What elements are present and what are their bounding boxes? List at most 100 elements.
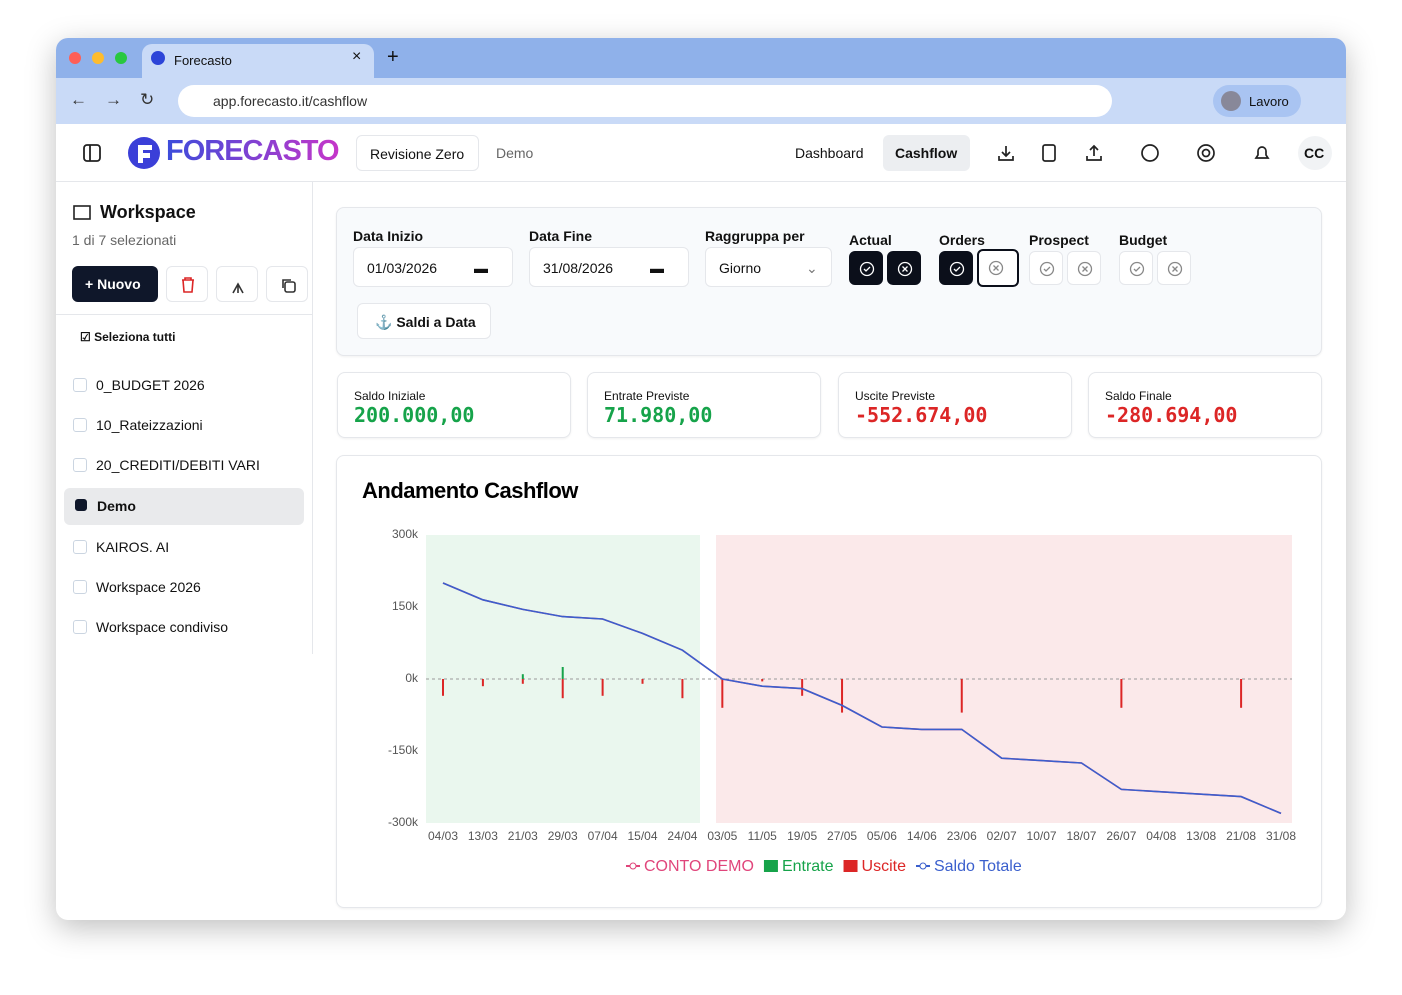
kpi-value: 71.980,00 [604,403,713,427]
workspace-item[interactable]: KAIROS. AI [96,539,170,555]
copy-icon [282,279,296,293]
workspace-item[interactable]: 20_CREDITI/DEBITI VARI [96,457,260,473]
checkbox[interactable] [73,620,87,634]
x-icon [1077,261,1093,277]
toggle-button[interactable] [1067,251,1101,285]
toggle-button[interactable] [977,249,1019,287]
checkbox[interactable] [73,540,87,554]
toggle-button[interactable] [1119,251,1153,285]
toggle-button[interactable] [939,251,973,285]
bar [721,679,724,708]
toggle-button[interactable] [1029,251,1063,285]
checkbox[interactable] [73,580,87,594]
nav-buttons[interactable]: ←→↻ [70,90,173,109]
legend-swatch [919,862,927,870]
sidebar-subtitle: 1 di 7 selezionati [72,232,177,248]
workspace-item[interactable]: 10_Rateizzazioni [96,417,203,433]
tab-close[interactable]: × [352,48,362,65]
workspace-button[interactable]: Revisione Zero [356,135,479,171]
nav-link[interactable]: Dashboard [795,145,864,161]
tab-title: Forecasto [174,53,232,68]
checkbox[interactable] [75,499,87,511]
new-button-label: Nuovo [97,276,141,292]
legend-label: Entrate [782,858,834,875]
workspace-item[interactable]: Workspace 2026 [96,579,201,595]
workspace-item[interactable]: 0_BUDGET 2026 [96,377,205,393]
workspace-button-label: Revisione Zero [370,146,465,162]
checkbox[interactable] [73,458,87,472]
delete-button[interactable] [166,266,208,302]
bar [841,679,844,713]
profile-button[interactable]: Lavoro [1213,85,1301,117]
x-tick-label: 19/05 [787,829,817,843]
x-tick-label: 04/03 [428,829,458,843]
checkbox[interactable] [73,378,87,392]
chevron: ⌄ [806,260,818,276]
bar [960,679,963,713]
kpi-value: -280.694,00 [1105,403,1238,427]
balance-button[interactable]: ⚓ Saldi a Data [357,303,491,339]
select-all[interactable]: ☑ Seleziona tutti [80,330,176,344]
profile-avatar [1221,91,1241,111]
x-icon [897,261,913,277]
nav-label: Cashflow [895,145,958,161]
header-icons[interactable] [996,143,1286,163]
check-icon [949,261,965,277]
new-button[interactable]: + Nuovo [72,266,158,302]
browser-tab[interactable]: Forecasto [142,44,374,78]
group-select[interactable]: Giorno ⌄ [705,247,832,287]
kpi-label: Saldo Finale [1105,389,1172,403]
legend-label: CONTO DEMO [644,858,754,875]
selected-row [64,488,304,525]
filter-label: Data Fine [529,228,593,244]
check-icon [1039,261,1055,277]
toggle-button[interactable] [887,251,921,285]
kpi-label: Uscite Previste [855,389,936,403]
user-avatar[interactable]: CC [1298,136,1332,170]
trash-icon [182,277,194,293]
x-icon [1167,261,1183,277]
legend-swatch [763,860,778,872]
x-tick-label: 18/07 [1066,829,1096,843]
y-tick-label: 300k [392,527,419,541]
workspace-item[interactable]: Workspace condiviso [96,619,229,635]
kpi-value: 200.000,00 [354,403,475,427]
bar [761,679,764,682]
toggle-button[interactable] [849,251,883,285]
legend-swatch [843,860,858,872]
toggle-label: Actual [849,232,892,248]
bar [801,679,804,696]
x-tick-label: 10/07 [1027,829,1057,843]
end-date-input[interactable]: 31/08/2026 ▬ [529,247,689,287]
workspace-tag: Demo [496,145,534,161]
checkbox[interactable] [73,418,87,432]
calendar-icon: ▬ [650,260,664,276]
workspace-item[interactable]: Demo [97,498,136,514]
kpi-value: -552.674,00 [855,403,988,427]
x-tick-label: 21/03 [508,829,538,843]
y-tick-label: -150k [388,743,419,757]
nav-link-active[interactable]: Cashflow [883,135,970,171]
y-tick-label: 150k [392,599,419,613]
bar [481,679,484,687]
copy-button[interactable] [266,266,308,302]
bar [1240,679,1243,708]
chart: Andamento Cashflow -300k -150k 0k 150k 300k 0… [362,478,1296,875]
avatar-initials: CC [1304,145,1325,161]
address-bar[interactable]: app.forecasto.it/cashflow [178,85,1112,117]
new-tab[interactable]: + [387,46,399,68]
x-tick-label: 29/03 [548,829,578,843]
toggle-button[interactable] [1157,251,1191,285]
start-date-input[interactable]: 01/03/2026 ▬ [353,247,513,287]
sidebar [56,182,313,654]
chart-title: Andamento Cashflow [362,478,579,503]
x-tick-label: 15/04 [628,829,658,843]
merge-button[interactable] [216,266,258,302]
merge-icon [232,282,244,294]
toggle-label: Prospect [1029,232,1089,248]
x-tick-label: 26/07 [1106,829,1136,843]
bar [521,679,524,684]
sidebar-toggle[interactable] [83,144,101,162]
kpi-card: Saldo Iniziale 200.000,00 [337,372,571,438]
